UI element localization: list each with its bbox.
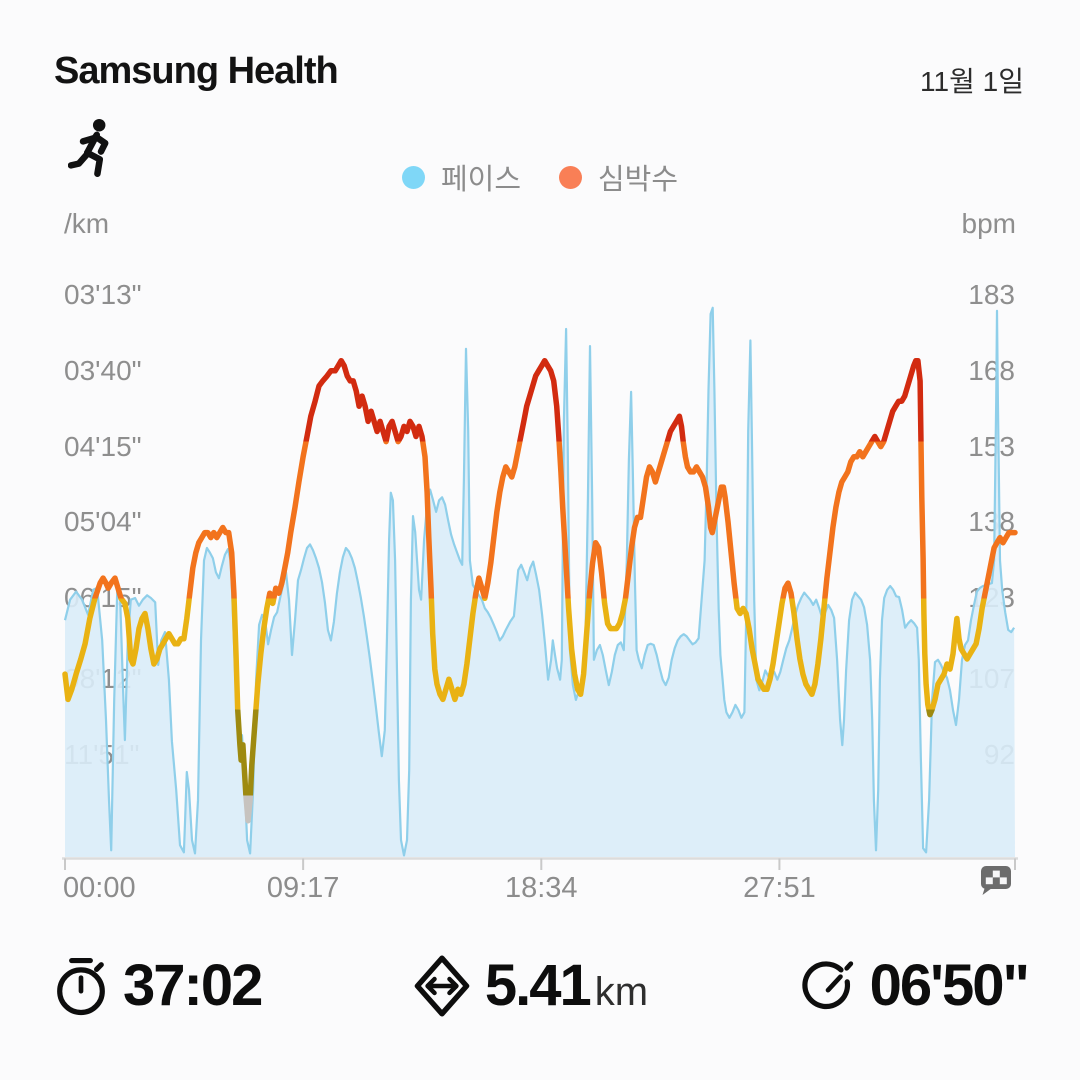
pace-axis-unit: /km (64, 208, 110, 239)
runner-icon (68, 118, 116, 178)
x-tick-label: 09:17 (266, 872, 340, 904)
x-tick-label: 18:34 (504, 872, 578, 904)
x-tick-label: 00:00 (63, 872, 136, 904)
pace-tick-label: 04'15" (64, 430, 142, 462)
distance-stat: 5.41 km (414, 952, 648, 1019)
bpm-tick-label: 153 (968, 430, 1015, 462)
bpm-tick-label: 183 (968, 279, 1015, 310)
legend-item-pace: 페이스 (401, 156, 521, 198)
bpm-axis-unit: bpm (961, 208, 1016, 239)
pace-area-series (65, 307, 1015, 857)
chart-legend: 페이스 심박수 (0, 156, 1080, 198)
app-title: Samsung Health (54, 50, 339, 92)
distance-icon (414, 955, 470, 1017)
legend-item-heart-rate: 심박수 (559, 156, 678, 198)
bpm-tick-label: 168 (968, 354, 1015, 386)
legend-pace-label: 페이스 (440, 164, 521, 196)
avg-pace-stat: 06'50" (801, 952, 1030, 1019)
distance-value: 5.41 (484, 953, 592, 1018)
x-tick-label: 27:51 (743, 872, 816, 904)
duration-value: 37:02 (123, 953, 263, 1018)
pace-line-outline (63, 306, 1016, 857)
heart-rate-series (62, 357, 1018, 824)
avg-pace-value: 06'50" (869, 953, 1030, 1018)
pace-icon (801, 955, 855, 1017)
summary-stats: 37:02 5.41 km 06'50" (0, 952, 1080, 1019)
x-axis (62, 857, 1018, 870)
workout-date: 11월 1일 (920, 66, 1024, 97)
pace-tick-label: 03'13" (64, 279, 142, 310)
pace-tick-label: 03'40" (64, 354, 142, 386)
pace-dot-icon (401, 165, 425, 189)
pace-tick-label: 05'04" (64, 506, 142, 538)
stopwatch-icon (54, 955, 108, 1017)
finish-flag-icon (980, 866, 1013, 897)
duration-stat: 37:02 (54, 952, 263, 1019)
legend-heart-rate-label: 심박수 (598, 164, 679, 196)
heart-rate-dot-icon (559, 165, 582, 189)
distance-unit: km (594, 970, 649, 1014)
